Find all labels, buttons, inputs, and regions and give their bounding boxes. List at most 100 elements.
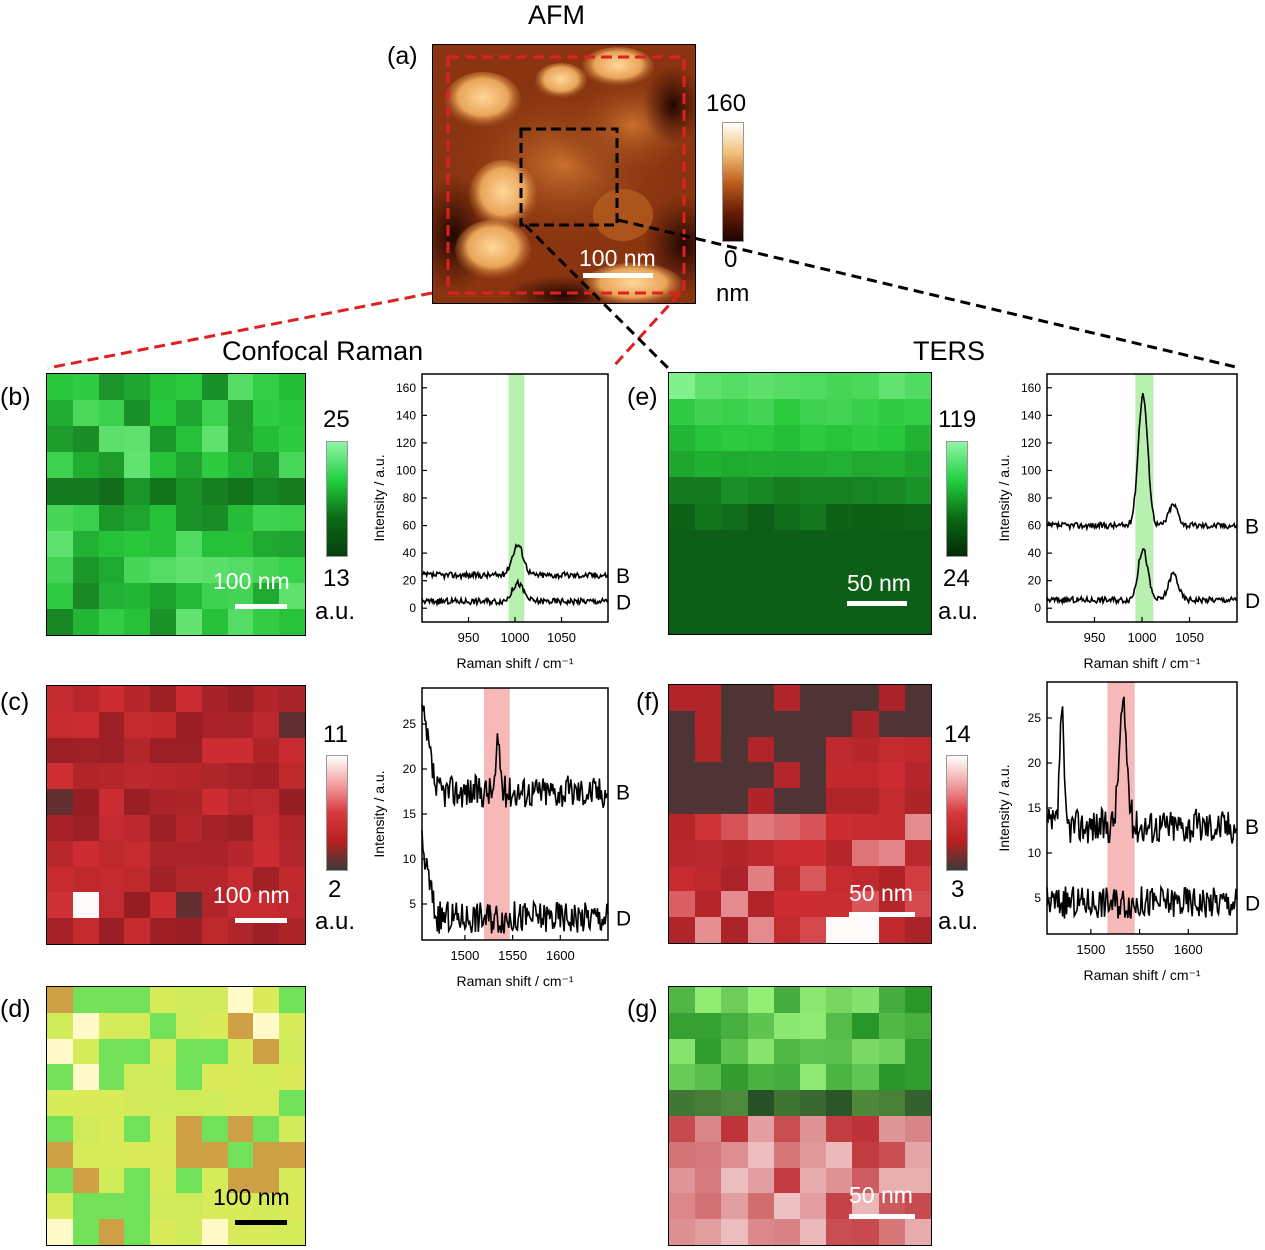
series-label-B: B [1245, 516, 1259, 539]
map-pixel [175, 1141, 202, 1168]
map-pixel [669, 399, 696, 426]
map-f: 50 nm [668, 684, 932, 944]
map-pixel [826, 425, 853, 452]
map-pixel [878, 451, 905, 478]
map-pixel [878, 425, 905, 452]
map-pixel [800, 503, 827, 530]
cb-c-min: 2 [328, 876, 342, 903]
map-pixel [878, 839, 905, 866]
map-pixel [695, 1038, 722, 1065]
map-pixel [669, 1167, 696, 1194]
map-pixel [47, 400, 73, 427]
map-pixel [201, 608, 228, 635]
map-pixel [852, 987, 879, 1013]
map-pixel [253, 763, 280, 790]
colorbar-f [946, 755, 968, 871]
map-pixel [695, 788, 722, 814]
map-pixel [669, 891, 696, 918]
panel-label-e: (e) [627, 383, 658, 411]
map-pixel [150, 840, 176, 867]
map-pixel [721, 1064, 748, 1091]
map-pixel [279, 866, 305, 893]
highlight-band [508, 374, 525, 622]
y-tick-label: 40 [1028, 546, 1042, 560]
map-pixel [904, 607, 931, 634]
map-pixel [773, 503, 800, 530]
map-pixel [72, 1038, 99, 1065]
afm-colorbar [722, 122, 744, 242]
map-pixel [852, 399, 879, 426]
colorbar-c [326, 755, 348, 871]
map-pixel [826, 987, 853, 1013]
map-pixel [98, 1012, 125, 1039]
map-pixel [201, 452, 228, 479]
map-pixel [852, 736, 879, 763]
map-pixel [669, 839, 696, 866]
map-pixel [773, 1193, 800, 1220]
map-pixel [878, 710, 905, 737]
map-pixel [150, 608, 176, 635]
map-pixel [904, 503, 931, 530]
map-pixel [800, 451, 827, 478]
map-pixel [800, 1064, 827, 1091]
zoom-line-black-right [617, 218, 1241, 370]
map-pixel [279, 1090, 305, 1116]
map-pixel [747, 736, 774, 763]
map-pixel [904, 1115, 931, 1142]
map-pixel [124, 582, 151, 609]
map-c-scale-bar [235, 918, 287, 923]
y-tick-label: 25 [403, 717, 417, 731]
map-pixel [669, 762, 696, 789]
map-pixel [747, 1012, 774, 1039]
series-label-B: B [616, 565, 630, 588]
map-pixel [800, 891, 827, 918]
spectrum-line-D [1046, 884, 1238, 919]
map-b-scale-label: 100 nm [213, 568, 290, 594]
map-pixel [695, 1064, 722, 1091]
map-pixel [747, 1090, 774, 1116]
map-pixel [695, 1115, 722, 1142]
map-pixel [150, 987, 176, 1013]
map-pixel [669, 477, 696, 504]
map-pixel [852, 1167, 879, 1194]
map-pixel [878, 529, 905, 556]
map-pixel [800, 607, 827, 634]
map-pixel [98, 1090, 125, 1116]
map-pixel [98, 763, 125, 790]
map-pixel [175, 1219, 202, 1245]
map-pixel [904, 917, 931, 943]
map-pixel [669, 607, 696, 634]
map-pixel [669, 917, 696, 943]
map-pixel [904, 373, 931, 400]
map-pixel [227, 452, 254, 479]
map-pixel [72, 686, 99, 712]
map-pixel [279, 763, 305, 790]
map-pixel [773, 1012, 800, 1039]
map-pixel [852, 1115, 879, 1142]
map-pixel [904, 1038, 931, 1065]
y-tick-label: 20 [403, 574, 417, 588]
map-pixel [747, 529, 774, 556]
map-pixel [695, 762, 722, 789]
map-pixel [175, 608, 202, 635]
map-pixel [721, 1141, 748, 1168]
cb-f-unit: a.u. [938, 908, 979, 935]
map-pixel [124, 608, 151, 635]
map-pixel [773, 1219, 800, 1245]
map-pixel [721, 865, 748, 892]
map-pixel [773, 607, 800, 634]
map-pixel [253, 530, 280, 557]
afm-title: AFM [528, 0, 585, 30]
map-pixel [98, 400, 125, 427]
map-pixel [227, 1115, 254, 1142]
map-pixel [72, 400, 99, 427]
map-pixel [98, 1141, 125, 1168]
map-pixel [98, 608, 125, 635]
map-pixel [747, 788, 774, 814]
map-pixel [124, 1064, 151, 1091]
x-axis-label: Raman shift / cm⁻¹ [1083, 655, 1200, 671]
map-pixel [904, 399, 931, 426]
map-pixel [826, 555, 853, 582]
map-pixel [279, 814, 305, 841]
map-pixel [98, 918, 125, 944]
